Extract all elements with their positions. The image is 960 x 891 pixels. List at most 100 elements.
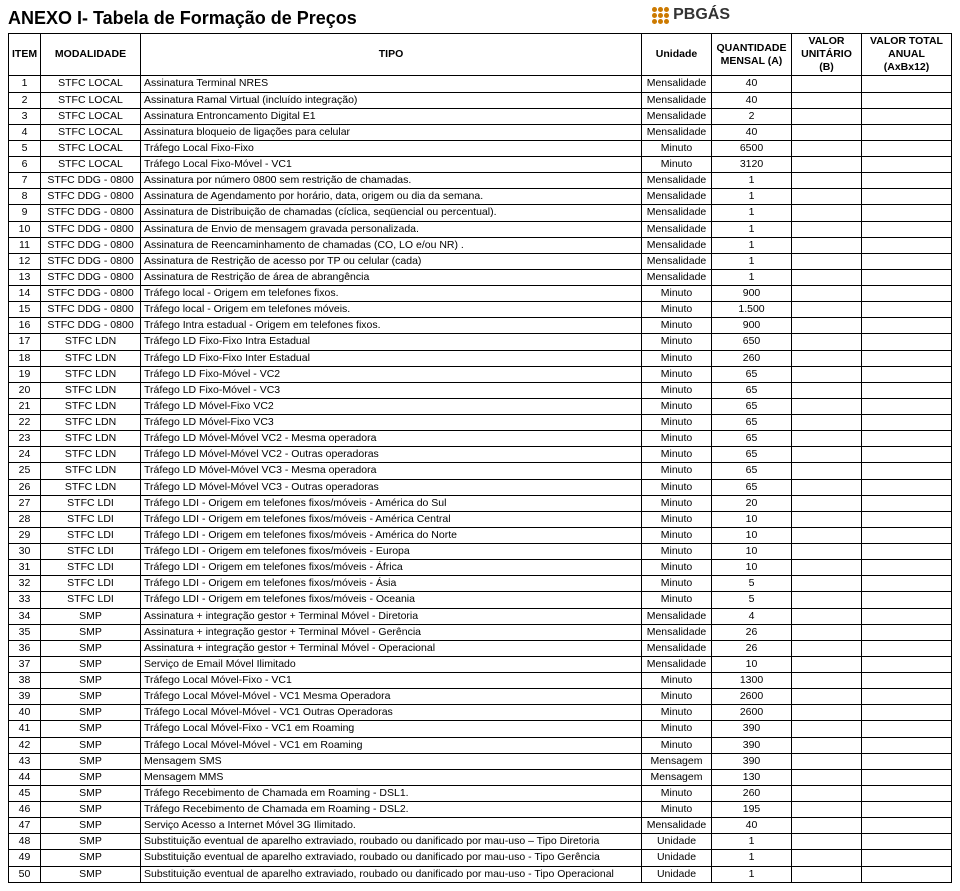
cell-quantidade: 1 bbox=[712, 834, 792, 850]
cell-valor-total bbox=[862, 302, 952, 318]
cell-tipo: Assinatura + integração gestor + Termina… bbox=[141, 608, 642, 624]
cell-modalidade: STFC DDG - 0800 bbox=[41, 237, 141, 253]
cell-valor-unitario bbox=[792, 656, 862, 672]
cell-modalidade: STFC DDG - 0800 bbox=[41, 173, 141, 189]
cell-item: 20 bbox=[9, 382, 41, 398]
table-row: 50SMPSubstituição eventual de aparelho e… bbox=[9, 866, 952, 882]
cell-valor-unitario bbox=[792, 447, 862, 463]
cell-valor-total bbox=[862, 834, 952, 850]
cell-modalidade: STFC LDN bbox=[41, 479, 141, 495]
cell-item: 15 bbox=[9, 302, 41, 318]
cell-unidade: Mensalidade bbox=[642, 640, 712, 656]
table-row: 43SMPMensagem SMSMensagem390 bbox=[9, 753, 952, 769]
cell-modalidade: SMP bbox=[41, 737, 141, 753]
cell-item: 34 bbox=[9, 608, 41, 624]
logo: PBGÁS bbox=[652, 6, 730, 24]
cell-valor-unitario bbox=[792, 189, 862, 205]
cell-quantidade: 650 bbox=[712, 334, 792, 350]
cell-valor-total bbox=[862, 802, 952, 818]
cell-valor-total bbox=[862, 253, 952, 269]
table-row: 11STFC DDG - 0800Assinatura de Reencamin… bbox=[9, 237, 952, 253]
cell-modalidade: STFC DDG - 0800 bbox=[41, 205, 141, 221]
cell-valor-unitario bbox=[792, 431, 862, 447]
cell-valor-unitario bbox=[792, 495, 862, 511]
table-row: 19STFC LDNTráfego LD Fixo-Móvel - VC2Min… bbox=[9, 366, 952, 382]
cell-modalidade: SMP bbox=[41, 640, 141, 656]
cell-unidade: Mensalidade bbox=[642, 92, 712, 108]
cell-unidade: Minuto bbox=[642, 318, 712, 334]
cell-item: 17 bbox=[9, 334, 41, 350]
cell-quantidade: 4 bbox=[712, 608, 792, 624]
cell-valor-unitario bbox=[792, 818, 862, 834]
table-row: 25STFC LDNTráfego LD Móvel-Móvel VC3 - M… bbox=[9, 463, 952, 479]
cell-unidade: Minuto bbox=[642, 560, 712, 576]
cell-unidade: Minuto bbox=[642, 592, 712, 608]
cell-valor-unitario bbox=[792, 318, 862, 334]
table-row: 26STFC LDNTráfego LD Móvel-Móvel VC3 - O… bbox=[9, 479, 952, 495]
cell-valor-unitario bbox=[792, 592, 862, 608]
cell-item: 5 bbox=[9, 140, 41, 156]
cell-modalidade: STFC DDG - 0800 bbox=[41, 221, 141, 237]
cell-item: 24 bbox=[9, 447, 41, 463]
cell-valor-total bbox=[862, 624, 952, 640]
cell-quantidade: 5 bbox=[712, 576, 792, 592]
table-row: 18STFC LDNTráfego LD Fixo-Fixo Inter Est… bbox=[9, 350, 952, 366]
cell-modalidade: STFC LDI bbox=[41, 592, 141, 608]
cell-unidade: Minuto bbox=[642, 544, 712, 560]
cell-unidade: Unidade bbox=[642, 866, 712, 882]
cell-tipo: Assinatura de Reencaminhamento de chamad… bbox=[141, 237, 642, 253]
table-row: 45SMPTráfego Recebimento de Chamada em R… bbox=[9, 785, 952, 801]
cell-quantidade: 2600 bbox=[712, 705, 792, 721]
cell-modalidade: SMP bbox=[41, 818, 141, 834]
cell-tipo: Tráfego LD Fixo-Fixo Intra Estadual bbox=[141, 334, 642, 350]
cell-unidade: Minuto bbox=[642, 463, 712, 479]
cell-tipo: Tráfego Local Móvel-Móvel - VC1 Mesma Op… bbox=[141, 689, 642, 705]
cell-valor-unitario bbox=[792, 463, 862, 479]
table-row: 4STFC LOCALAssinatura bloqueio de ligaçõ… bbox=[9, 124, 952, 140]
cell-quantidade: 1 bbox=[712, 253, 792, 269]
cell-valor-unitario bbox=[792, 415, 862, 431]
cell-valor-unitario bbox=[792, 527, 862, 543]
cell-quantidade: 65 bbox=[712, 431, 792, 447]
table-row: 24STFC LDNTráfego LD Móvel-Móvel VC2 - O… bbox=[9, 447, 952, 463]
table-row: 14STFC DDG - 0800Tráfego local - Origem … bbox=[9, 286, 952, 302]
header-valor-unitario: VALOR UNITÁRIO (B) bbox=[792, 34, 862, 76]
cell-unidade: Mensalidade bbox=[642, 269, 712, 285]
cell-quantidade: 900 bbox=[712, 286, 792, 302]
cell-valor-total bbox=[862, 656, 952, 672]
cell-valor-unitario bbox=[792, 237, 862, 253]
cell-modalidade: SMP bbox=[41, 866, 141, 882]
cell-quantidade: 1300 bbox=[712, 673, 792, 689]
cell-valor-unitario bbox=[792, 802, 862, 818]
table-row: 38SMPTráfego Local Móvel-Fixo - VC1Minut… bbox=[9, 673, 952, 689]
cell-unidade: Minuto bbox=[642, 398, 712, 414]
cell-quantidade: 26 bbox=[712, 624, 792, 640]
cell-tipo: Tráfego LD Fixo-Móvel - VC3 bbox=[141, 382, 642, 398]
cell-tipo: Assinatura de Envio de mensagem gravada … bbox=[141, 221, 642, 237]
header-valor-total: VALOR TOTAL ANUAL (AxBx12) bbox=[862, 34, 952, 76]
cell-valor-unitario bbox=[792, 850, 862, 866]
page-title: ANEXO I- Tabela de Formação de Preços bbox=[8, 8, 952, 29]
cell-modalidade: SMP bbox=[41, 689, 141, 705]
cell-unidade: Minuto bbox=[642, 721, 712, 737]
cell-quantidade: 40 bbox=[712, 92, 792, 108]
cell-tipo: Assinatura bloqueio de ligações para cel… bbox=[141, 124, 642, 140]
cell-item: 49 bbox=[9, 850, 41, 866]
cell-valor-unitario bbox=[792, 286, 862, 302]
cell-unidade: Minuto bbox=[642, 511, 712, 527]
cell-tipo: Tráfego Local Móvel-Fixo - VC1 em Roamin… bbox=[141, 721, 642, 737]
table-row: 21STFC LDNTráfego LD Móvel-Fixo VC2Minut… bbox=[9, 398, 952, 414]
table-row: 9STFC DDG - 0800Assinatura de Distribuiç… bbox=[9, 205, 952, 221]
cell-modalidade: STFC LOCAL bbox=[41, 124, 141, 140]
table-row: 23STFC LDNTráfego LD Móvel-Móvel VC2 - M… bbox=[9, 431, 952, 447]
cell-tipo: Assinatura por número 0800 sem restrição… bbox=[141, 173, 642, 189]
cell-valor-total bbox=[862, 608, 952, 624]
cell-valor-unitario bbox=[792, 721, 862, 737]
cell-quantidade: 20 bbox=[712, 495, 792, 511]
cell-item: 44 bbox=[9, 769, 41, 785]
cell-unidade: Mensalidade bbox=[642, 76, 712, 92]
cell-quantidade: 65 bbox=[712, 398, 792, 414]
cell-valor-total bbox=[862, 108, 952, 124]
cell-unidade: Mensalidade bbox=[642, 108, 712, 124]
cell-valor-unitario bbox=[792, 124, 862, 140]
